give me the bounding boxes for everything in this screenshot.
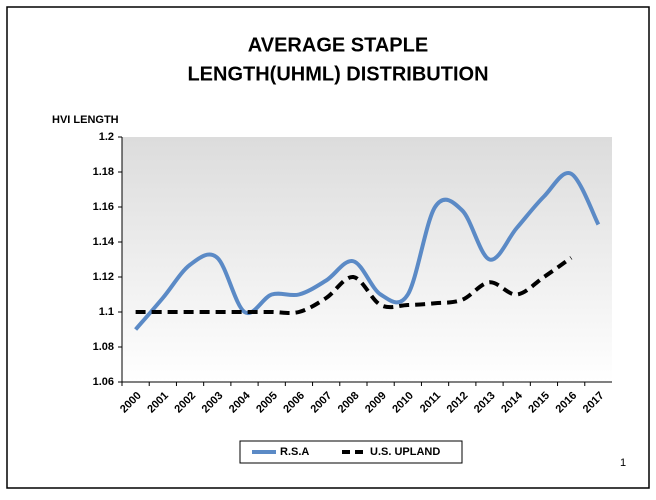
legend-box (239, 440, 463, 464)
chart-title: AVERAGE STAPLE (248, 34, 428, 56)
y-tick-label: 1.18 (93, 166, 114, 178)
legend-label: U.S. UPLAND (370, 446, 440, 458)
series-line (134, 171, 601, 331)
y-tick-label: 1.12 (93, 271, 114, 283)
series-line (135, 256, 573, 316)
y-tick-label: 1.1 (99, 306, 114, 318)
y-tick-label: 1.14 (93, 236, 115, 248)
y-tick-label: 1.2 (99, 131, 114, 143)
y-axis-label: HVI LENGTH (52, 114, 119, 126)
y-tick-label: 1.16 (93, 201, 114, 213)
legend-label: R.S.A (280, 446, 309, 458)
chart-title: LENGTH(UHML) DISTRIBUTION (187, 63, 488, 85)
page-number: 1 (620, 457, 626, 469)
plot-area (122, 137, 612, 382)
y-tick-label: 1.08 (93, 341, 114, 353)
y-tick-label: 1.06 (93, 376, 114, 388)
